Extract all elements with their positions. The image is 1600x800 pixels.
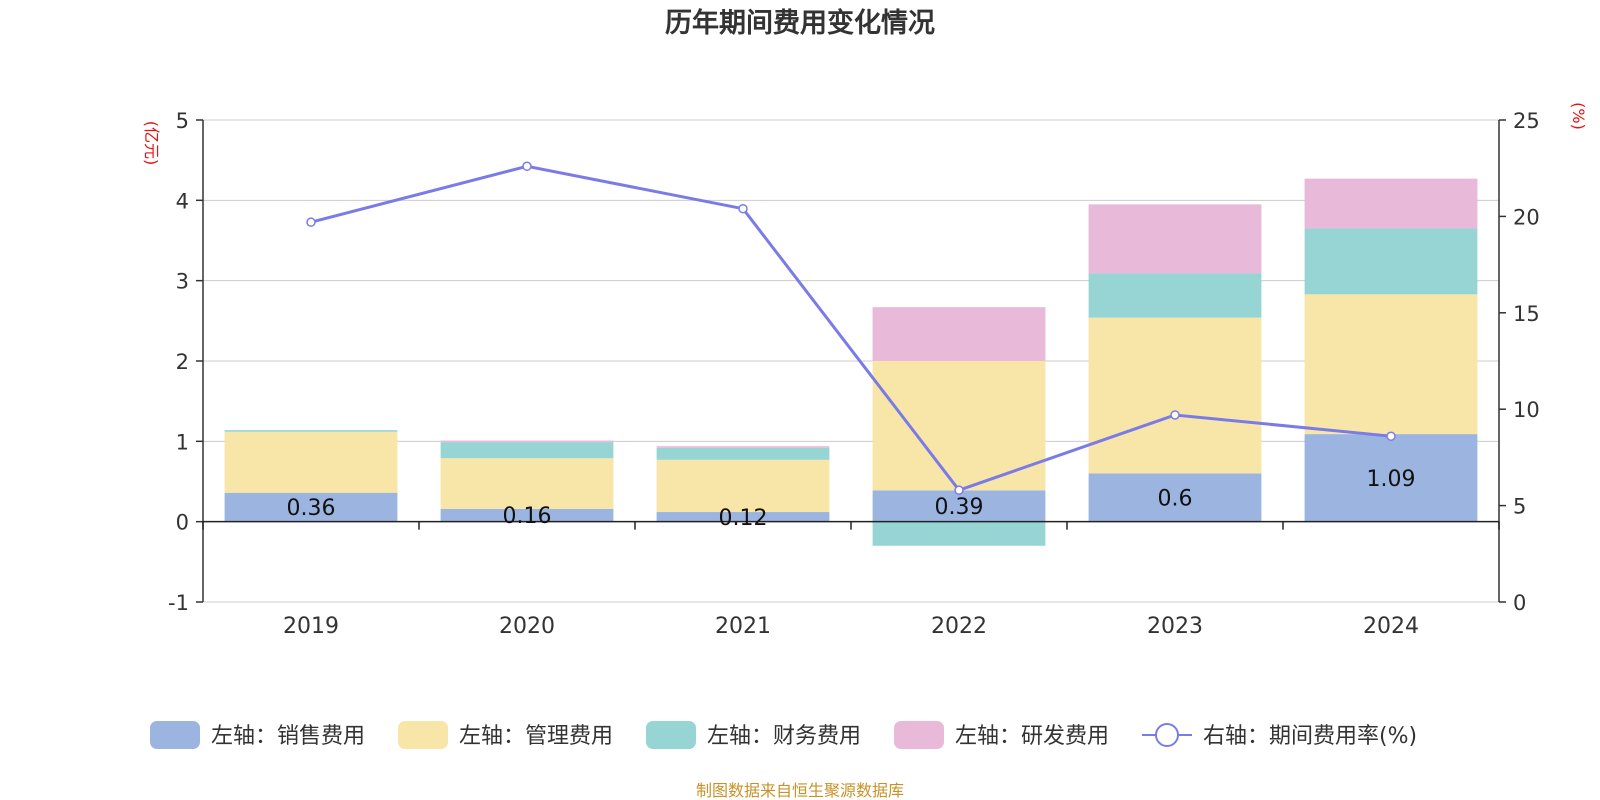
line-point [954,485,964,495]
legend-item: 左轴：销售费用 [150,721,365,749]
bar-segment [656,512,830,522]
legend-swatch [646,721,696,749]
left-tick-label: 2 [176,350,189,374]
gridlines [203,119,1499,603]
bar-segment [1304,228,1478,295]
left-tick-label: 0 [176,511,189,535]
category-label: 2021 [715,614,771,639]
line-point [1170,410,1180,420]
bar-segment [656,447,830,460]
right-tick-label: 10 [1513,398,1540,422]
bar-segment [1304,294,1478,435]
bar-segment [224,492,398,522]
bar-segment [224,430,398,432]
right-tick-label: 5 [1513,495,1526,519]
bar-data-label: 1.09 [1367,467,1416,492]
right-tick-label: 25 [1513,109,1540,133]
bar-segment [1088,317,1262,474]
left-tick-label: 5 [176,109,189,133]
left-axis-unit: (亿元) [142,121,161,166]
left-axis: 5 4 3 2 1 0 -1 [168,109,204,615]
bar-segment [1304,434,1478,522]
x-axis [202,520,1500,530]
legend-label: 左轴：管理费用 [459,724,613,749]
bar-segment [1088,273,1262,318]
legend-swatch [150,721,200,749]
bar-segment [440,508,614,522]
bar-segment [440,442,614,459]
legend-marker [1155,723,1179,747]
bar-data-label: 0.16 [503,504,552,529]
bar-data-label: 0.36 [287,496,336,521]
bar-data-labels: 0.36 0.16 0.12 0.39 0.6 1.09 [287,467,1416,531]
legend-label: 右轴：期间费用率(%) [1203,724,1417,749]
legend-item: 左轴：管理费用 [398,721,613,749]
category-label: 2019 [283,614,339,639]
right-axis-unit: (%) [1569,102,1588,130]
legend-label: 左轴：研发费用 [955,724,1109,749]
left-tick-label: 4 [176,189,189,213]
legend-swatch [398,721,448,749]
legend-item: 左轴：研发费用 [894,721,1109,749]
bar-data-label: 0.39 [935,495,984,520]
legend-item: 左轴：财务费用 [646,721,861,749]
category-label: 2024 [1363,614,1419,639]
bar-segment [440,440,614,443]
bar-segment [656,446,830,448]
bar-data-label: 0.12 [719,506,768,531]
right-tick-label: 0 [1513,591,1526,615]
line-series [306,161,1396,495]
expense-rate-line [310,164,1392,492]
bar-segment [1088,473,1262,522]
bar-segment [1304,178,1478,229]
legend: 左轴：销售费用 左轴：管理费用 左轴：财务费用 左轴：研发费用 右轴：期间费用率(%) [150,721,1417,749]
right-axis: 25 20 15 10 5 0 [1498,109,1540,615]
left-tick-label: -1 [168,591,189,615]
bar-segment [1088,204,1262,274]
legend-label: 左轴：财务费用 [707,724,861,749]
legend-item: 右轴：期间费用率(%) [1142,723,1417,749]
right-tick-label: 20 [1513,205,1540,229]
category-label: 2020 [499,614,555,639]
right-tick-label: 15 [1513,302,1540,326]
line-point [1386,431,1396,441]
source-note: 制图数据来自恒生聚源数据库 [696,781,904,800]
bar-segment [872,361,1046,491]
category-label: 2022 [931,614,987,639]
line-point [306,217,316,227]
bar-data-label: 0.6 [1158,487,1193,512]
bar-segment [872,521,1046,546]
left-tick-label: 1 [176,430,189,454]
line-point [522,161,532,172]
legend-label: 左轴：销售费用 [211,724,365,749]
bar-series [224,178,1478,546]
category-label: 2023 [1147,614,1203,639]
bar-segment [656,459,830,513]
chart-title: 历年期间费用变化情况 [665,7,935,39]
bar-segment [224,431,398,493]
bar-segment [872,307,1046,361]
bar-segment [872,490,1046,522]
line-point [738,203,748,214]
bar-segment [440,458,614,509]
legend-swatch [894,721,944,749]
left-tick-label: 3 [176,270,189,294]
category-labels: 2019 2020 2021 2022 2023 2024 [283,614,1419,639]
